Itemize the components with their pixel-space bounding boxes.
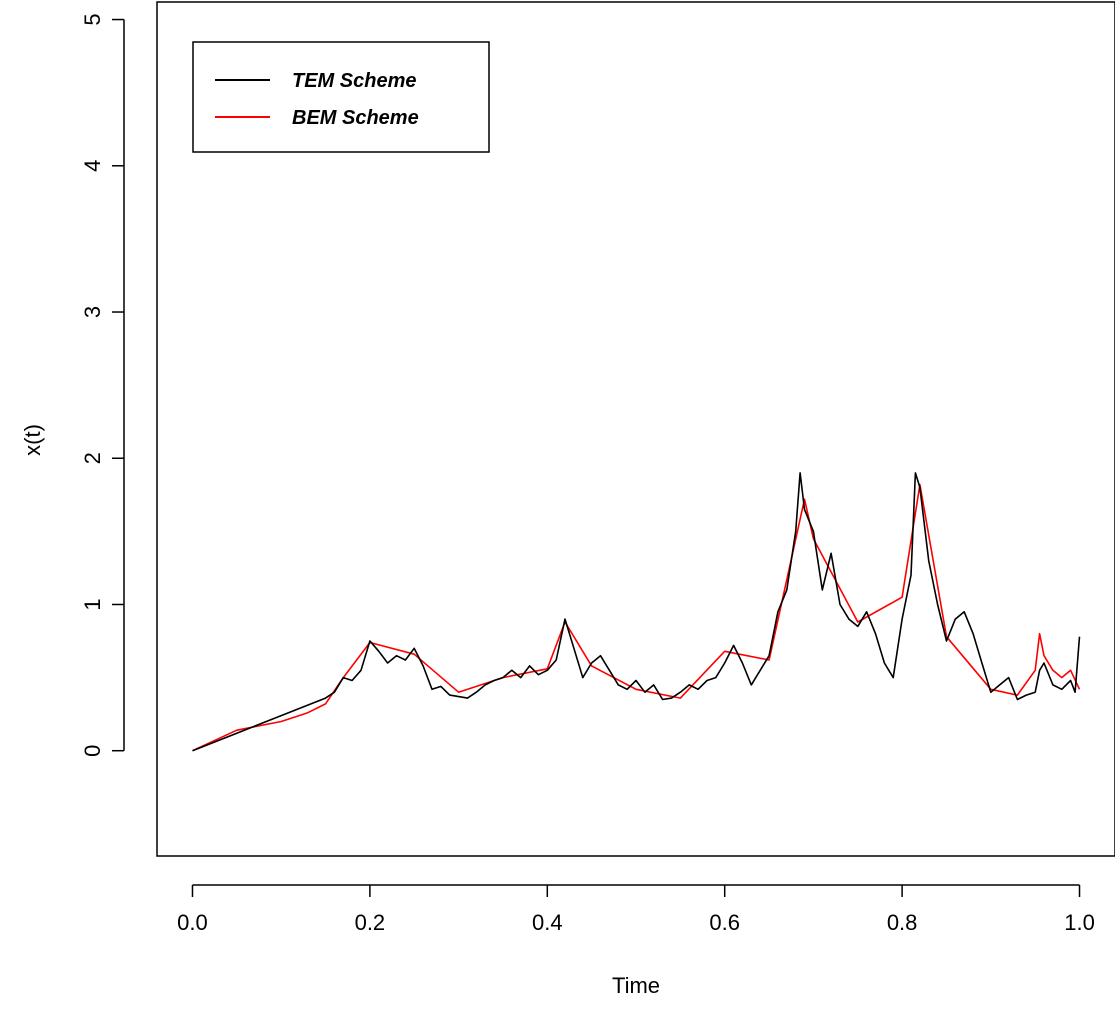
x-tick-label: 0.6 bbox=[709, 910, 740, 935]
series-line-tem-scheme bbox=[192, 472, 1081, 752]
legend: TEM Scheme BEM Scheme bbox=[192, 41, 490, 153]
x-axis: 0.0 0.2 0.4 0.6 0.8 1.0 bbox=[177, 884, 1095, 935]
y-tick-label: 4 bbox=[80, 160, 105, 172]
y-axis-title: x(t) bbox=[20, 424, 45, 456]
y-tick-label: 2 bbox=[80, 452, 105, 464]
x-axis-title: Time bbox=[612, 973, 660, 998]
x-tick-label: 1.0 bbox=[1064, 910, 1095, 935]
y-tick-label: 0 bbox=[80, 745, 105, 757]
y-tick-label: 5 bbox=[80, 13, 105, 25]
series-line-bem-scheme bbox=[192, 483, 1081, 752]
y-tick-label: 3 bbox=[80, 306, 105, 318]
legend-label-bem: BEM Scheme bbox=[292, 107, 419, 129]
y-axis: 0 1 2 3 4 5 bbox=[80, 13, 125, 757]
x-tick-label: 0.4 bbox=[532, 910, 563, 935]
x-tick-label: 0.2 bbox=[355, 910, 386, 935]
x-tick-label: 0.0 bbox=[177, 910, 208, 935]
y-tick-label: 1 bbox=[80, 598, 105, 610]
series-layer bbox=[192, 472, 1081, 752]
legend-box bbox=[192, 41, 490, 153]
plot-frame bbox=[156, 1, 1115, 857]
legend-label-tem: TEM Scheme bbox=[292, 70, 416, 92]
x-tick-label: 0.8 bbox=[887, 910, 918, 935]
